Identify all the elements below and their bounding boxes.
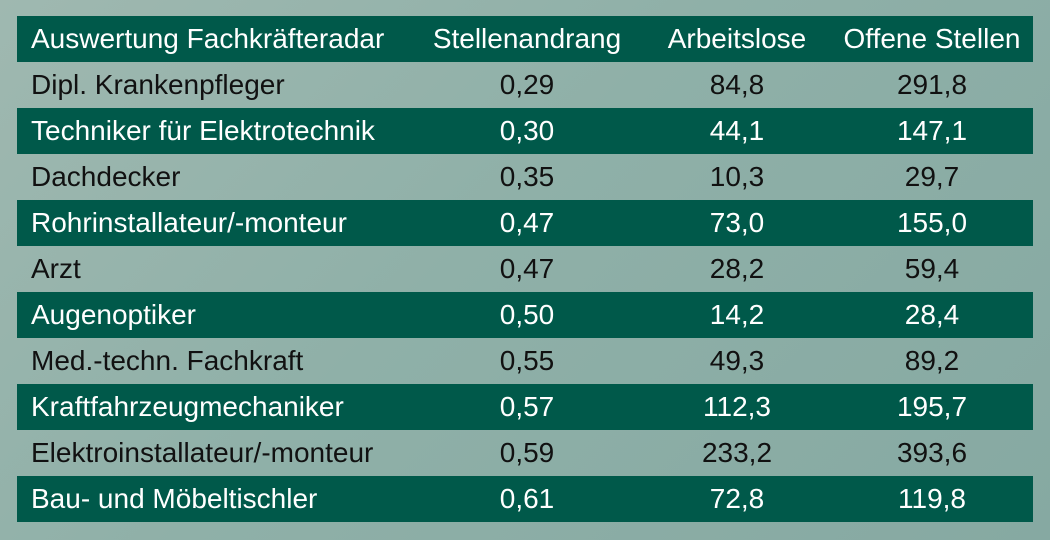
row-label: Bau- und Möbeltischler [31, 483, 318, 514]
header-arbeitslose: Arbeitslose [667, 23, 807, 54]
row-label: Elektroinstallateur/-monteur [31, 437, 374, 468]
data-table: Auswertung Fachkräfteradar Stellenandran… [17, 16, 1033, 522]
row-label: Med.-techn. Fachkraft [31, 345, 304, 376]
row-label: Dachdecker [31, 161, 181, 192]
stellenandrang-value: 0,47 [499, 253, 555, 284]
arbeitslose-value: 112,3 [703, 391, 771, 422]
offene-stellen-value: 89,2 [904, 345, 960, 376]
offene-stellen-value: 59,4 [904, 253, 960, 284]
table-row: Rohrinstallateur/-monteur 0,47 73,0 155,… [17, 200, 1033, 246]
table-row: Techniker für Elektrotechnik 0,30 44,1 1… [17, 108, 1033, 154]
offene-stellen-value: 28,4 [904, 299, 960, 330]
arbeitslose-value: 73,0 [709, 207, 765, 238]
stellenandrang-value: 0,30 [499, 115, 555, 146]
row-label: Dipl. Krankenpfleger [31, 69, 285, 100]
table-row: Med.-techn. Fachkraft 0,55 49,3 89,2 [17, 338, 1033, 384]
row-label: Arzt [31, 253, 81, 284]
stellenandrang-value: 0,55 [499, 345, 555, 376]
arbeitslose-value: 10,3 [709, 161, 765, 192]
header-label: Auswertung Fachkräfteradar [31, 23, 385, 54]
table-row: Elektroinstallateur/-monteur 0,59 233,2 … [17, 430, 1033, 476]
offene-stellen-value: 119,8 [898, 483, 966, 514]
table-row: Augenoptiker 0,50 14,2 28,4 [17, 292, 1033, 338]
offene-stellen-value: 147,1 [896, 115, 968, 146]
stellenandrang-value: 0,47 [499, 207, 555, 238]
offene-stellen-value: 291,8 [896, 69, 968, 100]
arbeitslose-value: 14,2 [709, 299, 765, 330]
stellenandrang-value: 0,61 [499, 483, 555, 514]
row-label: Techniker für Elektrotechnik [31, 115, 375, 146]
arbeitslose-value: 49,3 [709, 345, 765, 376]
arbeitslose-value: 84,8 [709, 69, 765, 100]
row-label: Kraftfahrzeugmechaniker [31, 391, 344, 422]
header-stellenandrang: Stellenandrang [432, 23, 622, 54]
offene-stellen-value: 155,0 [896, 207, 968, 238]
header-offene-stellen: Offene Stellen [843, 23, 1021, 54]
offene-stellen-value: 195,7 [896, 391, 968, 422]
table-row: Dipl. Krankenpfleger 0,29 84,8 291,8 [17, 62, 1033, 108]
offene-stellen-value: 29,7 [904, 161, 960, 192]
offene-stellen-value: 393,6 [896, 437, 968, 468]
stellenandrang-value: 0,29 [499, 69, 555, 100]
stellenandrang-value: 0,59 [499, 437, 555, 468]
table-row: Bau- und Möbeltischler 0,61 72,8 119,8 [17, 476, 1033, 522]
table-row: Dachdecker 0,35 10,3 29,7 [17, 154, 1033, 200]
table-row: Arzt 0,47 28,2 59,4 [17, 246, 1033, 292]
row-label: Augenoptiker [31, 299, 197, 330]
arbeitslose-value: 44,1 [709, 115, 765, 146]
table-row: Kraftfahrzeugmechaniker 0,57 112,3 195,7 [17, 384, 1033, 430]
stellenandrang-value: 0,57 [499, 391, 555, 422]
stellenandrang-value: 0,50 [499, 299, 555, 330]
arbeitslose-value: 72,8 [709, 483, 765, 514]
arbeitslose-value: 233,2 [701, 437, 773, 468]
arbeitslose-value: 28,2 [709, 253, 765, 284]
stellenandrang-value: 0,35 [499, 161, 555, 192]
table-header-row: Auswertung Fachkräfteradar Stellenandran… [17, 16, 1033, 62]
row-label: Rohrinstallateur/-monteur [31, 207, 347, 238]
